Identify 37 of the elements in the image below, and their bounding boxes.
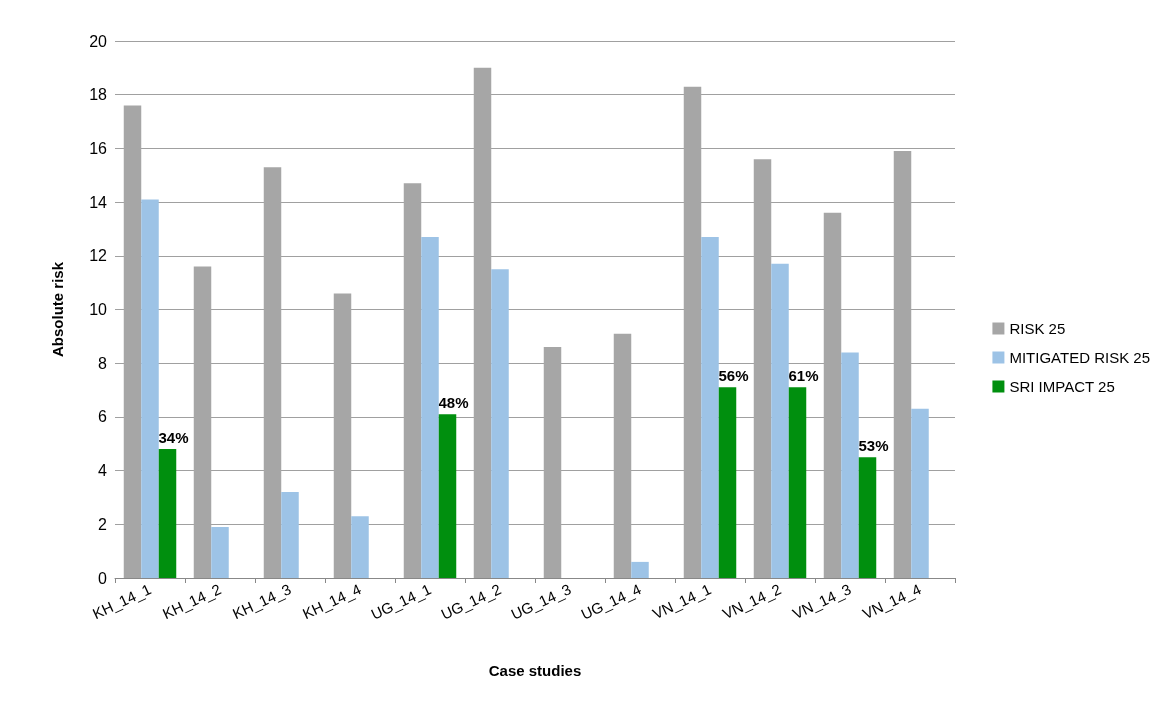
- annotation: 53%: [858, 437, 889, 455]
- bar: [788, 387, 807, 578]
- bar: [718, 387, 737, 578]
- x-axis-title: Case studies: [488, 662, 582, 679]
- annotation: 34%: [158, 429, 189, 447]
- y-tick-label: 8: [98, 354, 108, 372]
- y-tick-label: 0: [98, 569, 108, 587]
- bar: [438, 414, 457, 578]
- y-tick-label: 10: [89, 301, 108, 318]
- bar: [631, 561, 649, 578]
- bar: [211, 526, 229, 578]
- bar: [158, 449, 177, 578]
- legend-label: RISK 25: [1009, 320, 1066, 337]
- annotation: 48%: [438, 394, 469, 412]
- y-tick-label: 20: [89, 32, 108, 50]
- bar: [701, 237, 719, 578]
- y-tick-label: 6: [98, 408, 108, 426]
- bar: [281, 492, 299, 578]
- y-tick-label: 4: [98, 462, 108, 480]
- bar: [141, 199, 159, 578]
- y-tick-label: 16: [89, 139, 108, 157]
- bar: [421, 237, 439, 578]
- y-axis-title: Absolute risk: [49, 261, 66, 358]
- bar: [911, 408, 929, 578]
- bar: [858, 457, 877, 578]
- legend-label: MITIGATED RISK 25: [1009, 349, 1151, 366]
- bar: [351, 516, 369, 578]
- y-tick-label: 2: [98, 515, 108, 533]
- y-tick-label: 18: [89, 86, 108, 104]
- bar: [491, 269, 509, 578]
- y-tick-label: 12: [89, 247, 108, 265]
- bar: [771, 263, 789, 578]
- bar: [841, 352, 859, 578]
- annotation: 56%: [718, 367, 749, 385]
- y-tick-label: 14: [89, 193, 108, 211]
- annotation: 61%: [788, 367, 819, 385]
- legend-label: SRI IMPACT 25: [1009, 378, 1115, 395]
